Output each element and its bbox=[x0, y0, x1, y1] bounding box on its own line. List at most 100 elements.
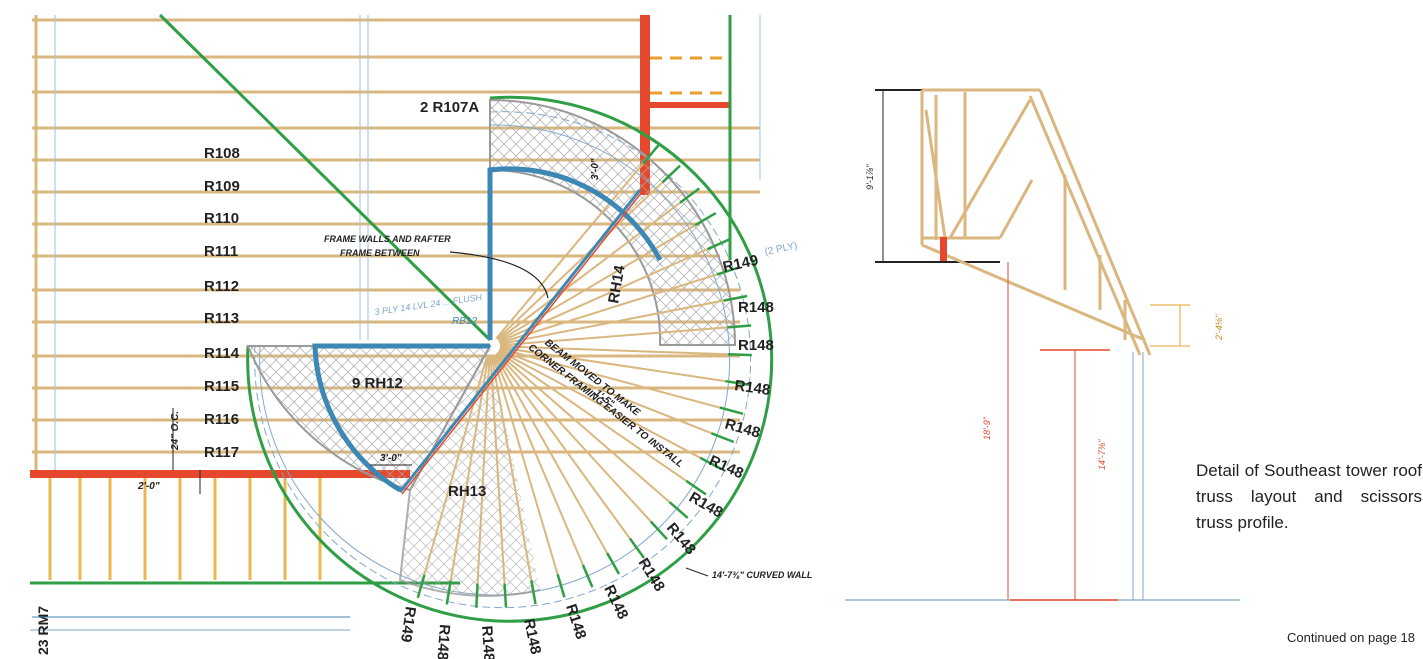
wall-dim: 18'-9" bbox=[982, 416, 992, 440]
radial-rafter bbox=[494, 354, 615, 566]
radial-rafter-tail bbox=[699, 456, 722, 471]
frame-note-2: FRAME BETWEEN bbox=[340, 248, 420, 258]
radial-rafter-tail bbox=[445, 580, 452, 605]
radial-rafter-label: R148 bbox=[478, 625, 497, 659]
radial-rafter-tail bbox=[710, 432, 735, 444]
radial-rafter bbox=[496, 352, 661, 533]
frame-note-1: FRAME WALLS AND RAFTER bbox=[324, 234, 451, 244]
radial-rafter-tail bbox=[716, 266, 741, 276]
radial-rafter-tail bbox=[685, 479, 707, 496]
rafter-label: R115 bbox=[204, 378, 239, 395]
radial-rafter bbox=[497, 350, 699, 490]
radial-rafter bbox=[499, 296, 738, 346]
radial-rafter-tail bbox=[723, 294, 748, 302]
radial-rafter bbox=[447, 355, 490, 595]
inner-dim: 14'-7⅜" bbox=[1097, 439, 1107, 470]
oc-dim: 24" O.C. bbox=[170, 411, 181, 451]
radial-rafter-tail bbox=[727, 324, 752, 329]
radial-rafter-tail bbox=[649, 520, 668, 541]
roof-plan-drawing: R108 R109 R110 R111 R112 R113 R114 R115 R116 R117… bbox=[30, 13, 812, 659]
radial-rafter bbox=[496, 171, 674, 340]
radial-rafter-tail bbox=[679, 187, 700, 204]
rh13-label: RH13 bbox=[448, 483, 486, 500]
radial-rafter-tail bbox=[475, 583, 479, 608]
rafter-label: R108 bbox=[204, 145, 240, 162]
scissor-truss bbox=[920, 88, 1152, 356]
rafter-label: R109 bbox=[204, 178, 240, 195]
radial-rafter bbox=[496, 351, 681, 513]
radial-rafter bbox=[495, 353, 639, 551]
figure-caption: Detail of Southeast tower roof truss lay… bbox=[1196, 461, 1422, 532]
radial-rafter-tail bbox=[661, 164, 681, 184]
radial-rafter bbox=[495, 152, 653, 339]
radial-rafter-tail bbox=[668, 501, 689, 519]
rb12-note: 3 PLY 14 LVL 24 ... FLUSH bbox=[374, 292, 483, 317]
radial-rafter-tail bbox=[606, 552, 621, 575]
radial-rafter bbox=[498, 349, 713, 466]
radial-rafter-label: R149 bbox=[397, 605, 419, 643]
radial-rafter-tail bbox=[628, 537, 646, 559]
rafter-label: R116 bbox=[204, 411, 239, 428]
radial-rafter-label: R148 bbox=[520, 617, 544, 656]
radial-rafter bbox=[492, 354, 590, 579]
radial-rafter-tail bbox=[694, 211, 717, 227]
rh12-label: 9 RH12 bbox=[352, 375, 403, 392]
radial-rafter-label: R148 bbox=[723, 416, 762, 442]
radial-rafter-tail bbox=[706, 238, 730, 251]
rafter-label: R110 bbox=[204, 210, 239, 227]
radial-rafter bbox=[497, 193, 692, 341]
height-dim: 9'-1⅞" bbox=[865, 164, 875, 190]
radial-rafter-label: R148 bbox=[635, 555, 668, 594]
radial-rafter-label: R148 bbox=[663, 520, 699, 558]
bottom-beam bbox=[30, 470, 410, 478]
radial-rafter-label: R148 bbox=[733, 377, 771, 399]
radial-rafter bbox=[499, 346, 740, 385]
dim-2ft: 2'-0" bbox=[137, 481, 160, 492]
rh14-label: RH14 bbox=[605, 263, 629, 304]
radial-rafter-tail bbox=[642, 144, 660, 165]
heel-dim: 2'-4⅛" bbox=[1214, 314, 1224, 341]
radial-rafter-label: R148 bbox=[738, 299, 774, 316]
radial-rafter-tail bbox=[556, 573, 566, 598]
radial-rafter bbox=[498, 217, 708, 342]
radial-rafter bbox=[498, 348, 725, 440]
radial-rafter bbox=[475, 355, 491, 598]
radial-rafter bbox=[490, 355, 535, 595]
radial-rafter-label: R148 bbox=[434, 624, 453, 659]
radial-rafter bbox=[499, 269, 731, 344]
curved-wall-note: 14'-7⅜" CURVED WALL bbox=[712, 570, 812, 580]
rm7-label: 23 RM7 bbox=[35, 606, 51, 655]
radial-rafter-label: R148 bbox=[738, 337, 774, 354]
rafter-label: R117 bbox=[204, 444, 239, 461]
radial-rafter-label: R149 bbox=[721, 252, 760, 276]
radial-rafter-tail bbox=[581, 564, 594, 588]
rb12-label: RB12 bbox=[452, 316, 477, 327]
radial-rafter bbox=[489, 355, 507, 598]
radial-rafter-tail bbox=[416, 574, 426, 599]
ply-note: (2 PLY) bbox=[764, 240, 799, 258]
radial-rafter-tail bbox=[530, 580, 537, 605]
hip-line bbox=[158, 13, 492, 342]
blue-wall-lower bbox=[312, 343, 490, 493]
rafter-label: R111 bbox=[204, 243, 238, 260]
radial-rafter-tail bbox=[719, 406, 744, 416]
top-label: 2 R107A bbox=[420, 99, 479, 116]
radial-rafter bbox=[491, 355, 563, 588]
radial-rafter-label: R148 bbox=[706, 452, 746, 482]
rafter-label: R114 bbox=[204, 345, 240, 362]
radial-rafter-tail bbox=[725, 379, 750, 386]
dim-3ft: 3'-0" bbox=[380, 453, 402, 464]
continued-note: Continued on page 18 bbox=[1287, 630, 1415, 645]
radial-rafter bbox=[499, 325, 742, 347]
radial-rafter-tail bbox=[727, 353, 752, 357]
rafter-label: R113 bbox=[204, 310, 239, 327]
radial-rafter-tail bbox=[503, 583, 508, 608]
radial-rafter bbox=[499, 345, 742, 356]
rh14-hatch bbox=[489, 98, 737, 346]
rafter-label: R112 bbox=[204, 278, 239, 295]
dim-3ft-top: 3'-0" bbox=[590, 158, 601, 180]
outer-curved-wall bbox=[246, 95, 774, 623]
radial-rafter bbox=[499, 347, 734, 413]
blue-wall-upper bbox=[487, 166, 663, 340]
radial-rafter-label: R148 bbox=[562, 602, 589, 641]
